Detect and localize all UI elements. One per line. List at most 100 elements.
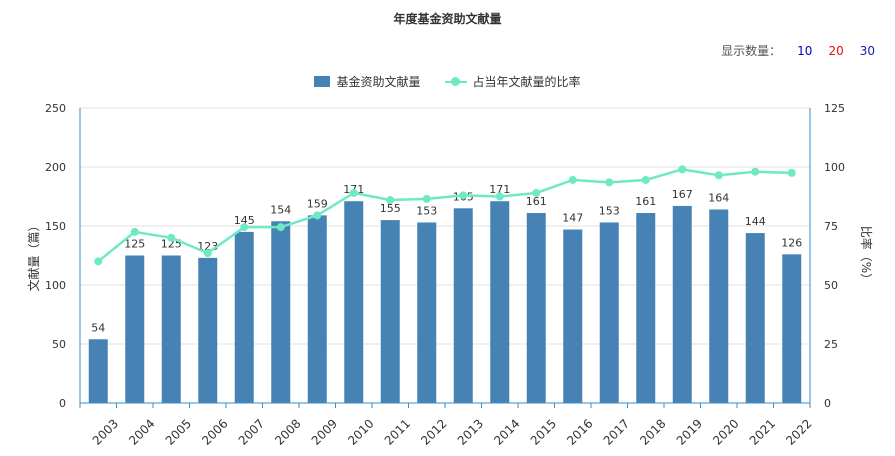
legend-line-swatch xyxy=(444,76,467,87)
y-tick-label: 250 xyxy=(45,102,66,115)
y2-axis-title: 比率（%） xyxy=(859,226,874,285)
y-tick-label: 100 xyxy=(45,279,66,292)
display-count-option-20[interactable]: 20 xyxy=(828,43,844,58)
x-tick-label: 2004 xyxy=(126,416,157,447)
ratio-line xyxy=(97,168,792,263)
ratio-point xyxy=(678,165,687,174)
ratio-point xyxy=(130,227,139,236)
ratio-point xyxy=(787,168,796,177)
ratio-point xyxy=(714,171,723,180)
x-tick-label: 2013 xyxy=(455,416,486,447)
x-tick-label: 2017 xyxy=(601,416,632,447)
bar xyxy=(307,215,327,403)
bar-value-label: 155 xyxy=(380,202,401,215)
bar-value-label: 171 xyxy=(489,183,510,196)
x-tick-label: 2019 xyxy=(674,416,705,447)
x-tick-label: 2014 xyxy=(491,416,522,447)
bar xyxy=(490,201,510,403)
x-tick-label: 2016 xyxy=(564,416,595,447)
bar-value-label: 147 xyxy=(562,212,583,225)
chart-title: 年度基金资助文献量 xyxy=(393,12,502,26)
x-tick-label: 2007 xyxy=(236,416,267,447)
bar-value-label: 159 xyxy=(307,197,328,210)
legend-line-label: 占当年文献量的比率 xyxy=(472,75,581,89)
bar xyxy=(782,254,802,403)
bar xyxy=(636,213,656,403)
x-tick-label: 2009 xyxy=(309,416,340,447)
bar xyxy=(234,231,254,403)
x-tick-label: 2006 xyxy=(199,416,230,447)
bar xyxy=(88,339,108,403)
bar xyxy=(526,213,546,403)
y2-tick-label: 0 xyxy=(824,397,831,410)
legend-item-line-series[interactable]: 占当年文献量的比率 xyxy=(444,73,581,90)
ratio-point xyxy=(532,188,541,197)
y2-tick-label: 75 xyxy=(824,220,838,233)
x-tick-label: 2010 xyxy=(345,416,376,447)
ratio-point xyxy=(641,175,650,184)
x-tick-label: 2008 xyxy=(272,416,303,447)
x-tick-label: 2022 xyxy=(783,416,814,447)
bar xyxy=(417,222,437,403)
ratio-point xyxy=(605,178,614,187)
bar-value-label: 161 xyxy=(526,195,547,208)
bar-value-label: 153 xyxy=(599,204,620,217)
display-count-selector: 显示数量： 10 20 30 xyxy=(721,42,875,59)
bar xyxy=(161,255,181,403)
ratio-point xyxy=(313,211,322,220)
ratio-point xyxy=(240,223,249,232)
bar-value-label: 145 xyxy=(234,214,255,227)
legend-bar-label: 基金资助文献量 xyxy=(336,75,421,89)
ratio-point xyxy=(422,194,431,203)
ratio-point xyxy=(276,223,285,232)
ratio-point xyxy=(459,191,468,200)
ratio-point xyxy=(167,233,176,242)
bar-value-label: 125 xyxy=(124,238,145,251)
bar-value-label: 154 xyxy=(270,203,291,216)
x-tick-label: 2021 xyxy=(747,416,778,447)
x-tick-label: 2012 xyxy=(418,416,449,447)
x-tick-label: 2018 xyxy=(637,416,668,447)
bar-value-label: 54 xyxy=(91,321,105,334)
x-tick-label: 2015 xyxy=(528,416,559,447)
bar-value-label: 153 xyxy=(416,204,437,217)
y2-tick-label: 25 xyxy=(824,338,838,351)
bar xyxy=(271,221,291,403)
y2-tick-label: 50 xyxy=(824,279,838,292)
bar xyxy=(672,205,692,403)
bar xyxy=(563,229,583,403)
bar xyxy=(125,255,145,403)
x-tick-label: 2011 xyxy=(382,416,413,447)
bar xyxy=(453,208,473,403)
y2-tick-label: 125 xyxy=(824,102,845,115)
bar-value-label: 167 xyxy=(672,188,693,201)
y-tick-label: 50 xyxy=(52,338,66,351)
x-tick-label: 2005 xyxy=(163,416,194,447)
ratio-point xyxy=(203,249,212,258)
ratio-point xyxy=(94,257,103,266)
bar-value-label: 164 xyxy=(708,191,729,204)
x-tick-label: 2003 xyxy=(90,416,121,447)
y2-tick-label: 100 xyxy=(824,161,845,174)
display-count-label: 显示数量： xyxy=(721,44,782,58)
y-tick-label: 0 xyxy=(59,397,66,410)
bar xyxy=(380,220,400,403)
chart-legend: 基金资助文献量 占当年文献量的比率 xyxy=(0,73,895,90)
ratio-point xyxy=(386,196,395,205)
x-tick-label: 2020 xyxy=(710,416,741,447)
bar xyxy=(745,233,765,403)
display-count-option-10[interactable]: 10 xyxy=(797,43,813,58)
y-axis-title: 文献量（篇） xyxy=(26,219,41,291)
bar xyxy=(198,257,218,403)
legend-item-bar-series[interactable]: 基金资助文献量 xyxy=(314,73,421,90)
bar xyxy=(599,222,619,403)
bar-value-label: 161 xyxy=(635,195,656,208)
display-count-option-30[interactable]: 30 xyxy=(859,43,875,58)
bar xyxy=(709,209,729,403)
ratio-point xyxy=(349,188,358,197)
ratio-point xyxy=(495,192,504,201)
bar-value-label: 144 xyxy=(745,215,766,228)
y-tick-label: 200 xyxy=(45,161,66,174)
